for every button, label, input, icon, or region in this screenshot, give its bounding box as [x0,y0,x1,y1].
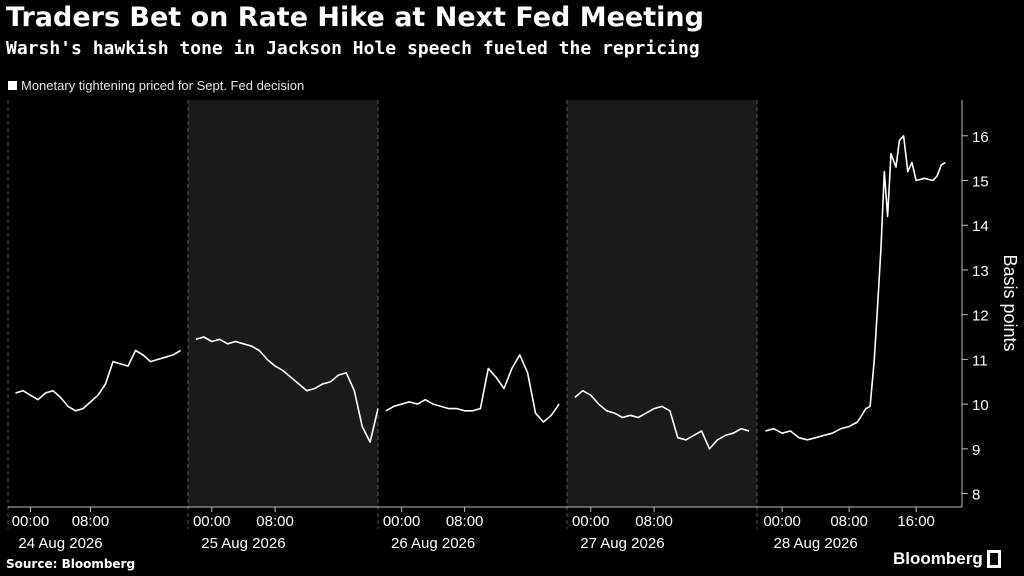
x-tick-label-1-1: 08:00 [256,513,294,530]
brand-logo: Bloomberg [893,549,1001,569]
x-date-label-3: 27 Aug 2026 [580,535,664,552]
x-date-label-0: 24 Aug 2026 [18,535,102,552]
legend: Monetary tightening priced for Sept. Fed… [8,78,304,93]
legend-swatch [8,81,17,90]
x-tick-label-4-2: 16:00 [897,513,935,530]
x-tick-label-1-0: 00:00 [193,513,231,530]
x-tick-label-4-1: 08:00 [830,513,868,530]
x-date-label-2: 26 Aug 2026 [391,535,475,552]
chart-title: Traders Bet on Rate Hike at Next Fed Mee… [6,2,704,33]
y-tick-label-16: 16 [972,129,989,146]
y-tick-label-12: 12 [972,308,989,325]
y-tick-label-8: 8 [972,487,980,504]
day-shade-1 [188,100,378,507]
x-tick-label-4-0: 00:00 [763,513,801,530]
x-tick-label-0-0: 00:00 [12,513,50,530]
x-tick-label-2-1: 08:00 [446,513,484,530]
x-date-label-4: 28 Aug 2026 [773,535,857,552]
series-line-segment-4 [765,135,946,441]
y-tick-label-9: 9 [972,442,980,459]
x-tick-label-3-0: 00:00 [572,513,610,530]
day-shade-3 [567,100,757,507]
series-line-segment-0 [15,349,181,412]
y-tick-label-15: 15 [972,174,989,191]
y-tick-label-11: 11 [972,352,988,369]
legend-label: Monetary tightening priced for Sept. Fed… [21,78,305,93]
x-date-label-1: 25 Aug 2026 [201,535,285,552]
chart-subtitle: Warsh's hawkish tone in Jackson Hole spe… [6,38,700,59]
x-tick-label-3-1: 08:00 [635,513,673,530]
series-line-segment-1 [195,336,379,443]
brand-name: Bloomberg [893,549,983,568]
y-tick-label-14: 14 [972,218,989,235]
y-tick-label-13: 13 [972,263,989,280]
y-axis-title: Basis points [1000,254,1020,351]
source-note: Source: Bloomberg [6,557,136,571]
brand-mark-icon [986,550,1001,568]
y-tick-label-10: 10 [972,397,989,414]
series-line-segment-2 [385,354,560,423]
x-tick-label-2-0: 00:00 [383,513,421,530]
series-line-segment-3 [574,389,750,450]
x-tick-label-0-1: 08:00 [72,513,110,530]
